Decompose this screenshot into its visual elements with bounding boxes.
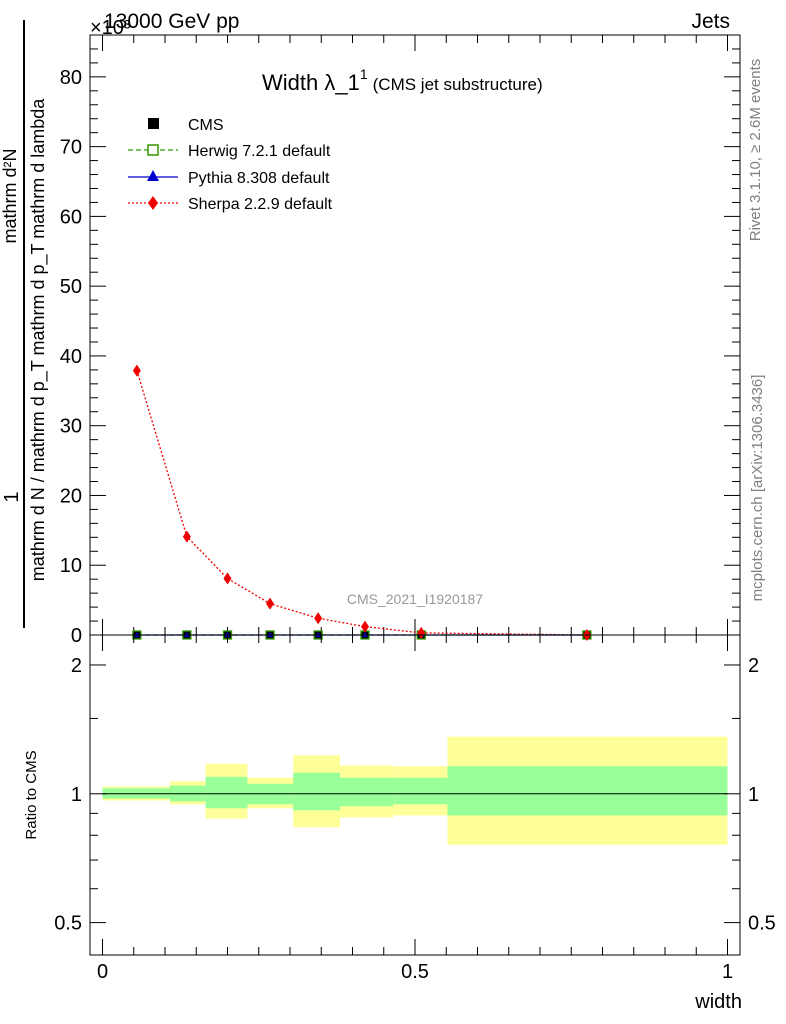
plot-title-main: Width λ_1 <box>262 70 360 95</box>
uncertainty-band-inner <box>447 766 728 816</box>
sherpa-point <box>314 612 323 625</box>
y-label-top: mathrm d²N <box>0 148 20 243</box>
y-tick-label: 40 <box>60 346 82 368</box>
ratio-y-axis: 0.5 0.5 1 1 2 2 <box>54 655 776 935</box>
ratio-panel: 0.5 0.51 12 2 0 0.5 1 Ratio to CMS width <box>23 634 776 1013</box>
legend-entry-cms: CMS <box>148 117 224 134</box>
y-tick-label: 20 <box>60 485 82 507</box>
x-tick-label: 0 <box>97 961 108 983</box>
ratio-y-tick-label: 0.5 <box>54 913 82 935</box>
legend-entry-herwig: Herwig 7.2.1 default <box>128 143 331 160</box>
legend-label-herwig: Herwig 7.2.1 default <box>188 143 331 160</box>
y-tick-label: 70 <box>60 137 82 159</box>
sherpa-point <box>417 626 426 639</box>
legend-marker-cms <box>148 118 159 129</box>
rivet-version-label: Rivet 3.1.10, ≥ 2.6M events <box>747 59 764 242</box>
ratio-y-label: Ratio to CMS <box>23 750 40 839</box>
legend-marker-sherpa <box>148 196 158 210</box>
uncertainty-band-inner <box>340 777 394 807</box>
ratio-y-tick-label: 1 <box>71 784 82 806</box>
legend-label-sherpa: Sherpa 2.2.9 default <box>188 196 333 213</box>
ratio-x-axis: 0 0.5 1 <box>97 635 733 983</box>
y-tick-label: 50 <box>60 276 82 298</box>
plot-title: Width λ_11 (CMS jet substructure) <box>262 66 543 95</box>
sherpa-point <box>266 597 274 610</box>
uncertainty-band-inner <box>205 776 248 809</box>
sherpa-point <box>223 572 232 585</box>
main-y-axis: 0 10 20 30 40 50 60 70 80 <box>60 48 740 647</box>
ratio-y-tick-label-right: 1 <box>748 784 759 806</box>
process-label: Jets <box>691 10 730 33</box>
sherpa-point <box>361 620 369 633</box>
y-tick-label: 0 <box>71 625 82 647</box>
y-tick-label: 60 <box>60 206 82 228</box>
ratio-bands <box>102 736 728 845</box>
legend-label-pythia: Pythia 8.308 default <box>188 170 330 187</box>
legend-entry-pythia: Pythia 8.308 default <box>128 170 330 187</box>
main-y-label: 1 mathrm d N / mathrm d p_T mathrm d p_T… <box>0 20 49 628</box>
legend-marker-pythia <box>147 170 159 181</box>
plot-title-superscript: 1 <box>360 66 368 82</box>
x-axis-label: width <box>694 991 742 1013</box>
exponent-label: ×10³ <box>90 17 131 39</box>
sherpa-point <box>182 530 191 543</box>
analysis-watermark: CMS_2021_I1920187 <box>347 591 483 607</box>
y-label-numerator: 1 <box>1 491 23 502</box>
legend: CMS Herwig 7.2.1 default Pythia 8.308 de… <box>128 117 333 213</box>
plot-title-sub: (CMS jet substructure) <box>373 75 543 94</box>
legend-entry-sherpa: Sherpa 2.2.9 default <box>128 196 333 213</box>
legend-marker-herwig <box>147 144 159 156</box>
ratio-y-tick-label-right: 2 <box>748 655 759 677</box>
beam-energy-label: 13000 GeV pp <box>104 10 239 33</box>
ratio-y-tick-label: 2 <box>71 655 82 677</box>
legend-label-cms: CMS <box>188 117 224 134</box>
ratio-y-tick-label-right: 0.5 <box>748 913 776 935</box>
uncertainty-band-inner <box>293 772 340 811</box>
mcplots-label: mcplots.cern.ch [arXiv:1306.3436] <box>749 375 766 602</box>
y-tick-label: 30 <box>60 416 82 438</box>
x-tick-label: 1 <box>722 961 733 983</box>
y-tick-label: 80 <box>60 67 82 89</box>
y-tick-label: 10 <box>60 555 82 577</box>
sherpa-point <box>132 364 141 377</box>
y-label-denominator: mathrm d N / mathrm d p_T mathrm d p_T m… <box>28 98 49 581</box>
uncertainty-band-inner <box>393 777 448 805</box>
x-tick-label: 0.5 <box>401 961 429 983</box>
